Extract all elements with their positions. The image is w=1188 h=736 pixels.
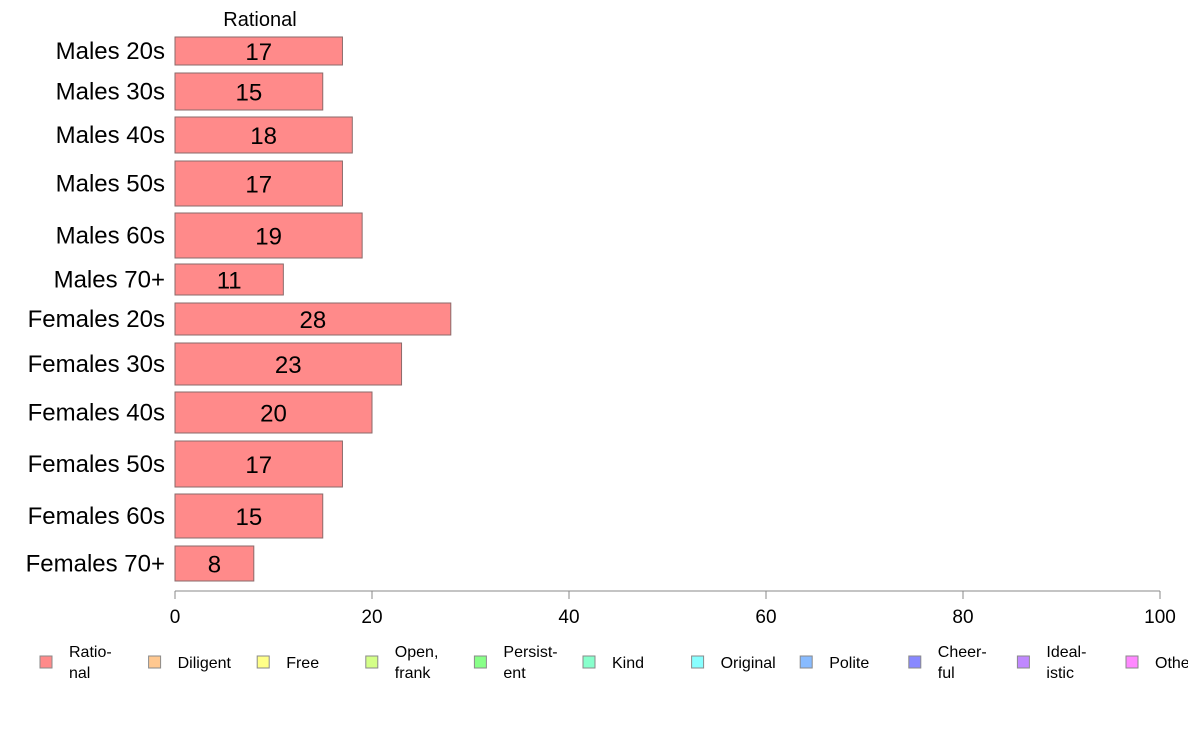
legend-label: Other [1155, 655, 1188, 672]
bar-value-label: 17 [245, 39, 272, 66]
legend-swatch [148, 655, 162, 669]
bar-value-label: 17 [245, 172, 272, 199]
bar-value-label: 20 [260, 401, 287, 428]
legend-swatch [582, 655, 596, 669]
legend-swatch [365, 655, 379, 669]
bar [174, 160, 343, 207]
bar-value-label: 28 [300, 307, 327, 334]
legend-label: Free [286, 655, 319, 672]
category-label: Males 70+ [54, 267, 165, 294]
legend-label: nal [69, 665, 90, 682]
legend-label: Persist- [503, 644, 557, 661]
legend-label: Cheer- [938, 644, 987, 661]
x-tick-label: 0 [170, 607, 181, 628]
legend-swatch [1125, 655, 1139, 669]
bar [174, 545, 255, 582]
bar-value-label: 15 [236, 80, 263, 107]
category-label: Females 40s [28, 400, 165, 427]
legend-swatch [908, 655, 922, 669]
x-tick-label: 100 [1144, 607, 1176, 628]
x-tick-label: 60 [755, 607, 776, 628]
bar [174, 72, 324, 111]
bar-value-label: 11 [217, 268, 242, 295]
category-label: Females 70+ [26, 551, 165, 578]
bar [174, 391, 373, 434]
category-label: Males 20s [56, 38, 165, 65]
bar [174, 342, 403, 386]
category-label: Females 20s [28, 306, 165, 333]
bar-value-label: 23 [275, 352, 302, 379]
legend-swatch [256, 655, 270, 669]
bar-value-label: 19 [255, 224, 282, 251]
legend-label: Polite [829, 655, 869, 672]
legend-swatch [799, 655, 813, 669]
series-title-group: Rational [223, 9, 296, 31]
legend-label: Diligent [178, 655, 232, 672]
bar [174, 493, 324, 539]
bar-value-label: 17 [245, 452, 272, 479]
legend-label: frank [395, 665, 432, 682]
bar [174, 116, 353, 154]
category-label: Females 30s [28, 351, 165, 378]
category-label: Males 30s [56, 79, 165, 106]
category-label: Males 50s [56, 171, 165, 198]
bar-value-label: 18 [250, 123, 277, 150]
x-tick-label: 40 [558, 607, 579, 628]
bar [174, 440, 343, 488]
x-tick-label: 80 [952, 607, 973, 628]
legend-swatch [691, 655, 705, 669]
legend-swatch [1016, 655, 1030, 669]
x-tick-label: 20 [361, 607, 382, 628]
legend-label: Open, [395, 644, 439, 661]
legend-swatch [473, 655, 487, 669]
category-label: Males 60s [56, 223, 165, 250]
legend: Ratio-nal Diligent Free Open, frank Persist-e… [39, 644, 1188, 682]
category-label: Females 60s [28, 503, 165, 530]
bar [174, 263, 284, 296]
bar-value-label: 15 [236, 504, 263, 531]
legend-label: ent [503, 665, 526, 682]
series-name-label: Rational [223, 9, 296, 31]
bar [174, 36, 343, 66]
legend-swatch [39, 655, 53, 669]
bar [174, 302, 452, 336]
category-label: Males 40s [56, 122, 165, 149]
bar [174, 212, 363, 259]
x-axis: 0 20 40 60 80 100 [170, 590, 1176, 628]
legend-label: Original [721, 655, 776, 672]
category-label: Females 50s [28, 451, 165, 478]
bars-group: Males 20s 17 Males 30s 15 Males 40s 18 Males 5… [26, 36, 452, 582]
legend-label: ful [938, 665, 955, 682]
legend-label: Ideal- [1046, 644, 1086, 661]
legend-label: istic [1046, 665, 1074, 682]
legend-label: Ratio- [69, 644, 112, 661]
bar-value-label: 8 [208, 552, 221, 579]
legend-label: Kind [612, 655, 644, 672]
